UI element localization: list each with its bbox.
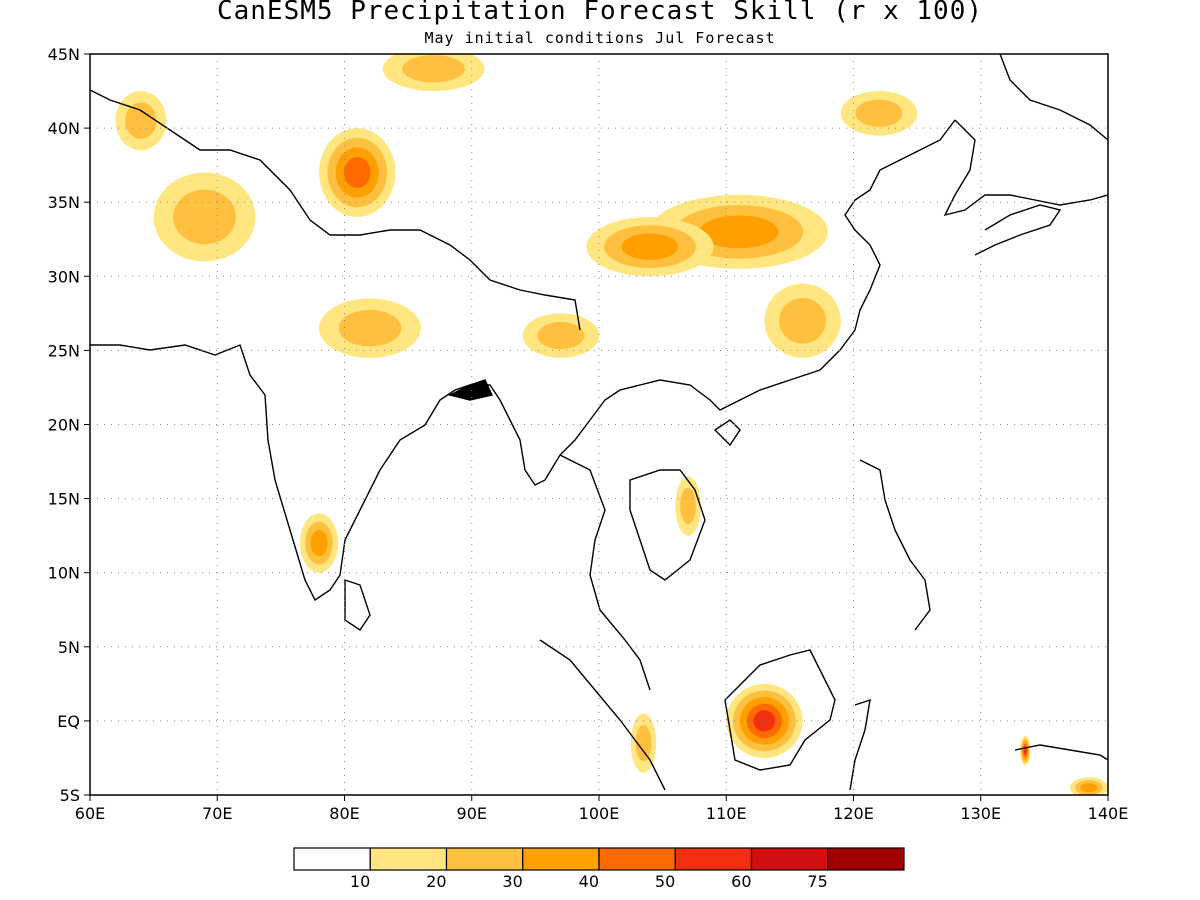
legend-label: 40 <box>579 872 599 891</box>
lat-tick-label: 45N <box>48 45 80 64</box>
skill-region <box>621 233 679 260</box>
lat-tick-label: 40N <box>48 119 80 138</box>
lon-tick-label: 60E <box>75 804 105 823</box>
skill-region <box>125 102 157 139</box>
lon-tick-label: 110E <box>706 804 747 823</box>
skill-region <box>753 710 776 732</box>
legend-label: 75 <box>807 872 827 891</box>
lon-tick-label: 80E <box>329 804 359 823</box>
lat-tick-label: 35N <box>48 193 80 212</box>
lon-tick-label: 90E <box>457 804 487 823</box>
legend-label: 50 <box>655 872 675 891</box>
lat-tick-label: 25N <box>48 341 80 360</box>
latitude-labels: 45N 40N 35N 30N 25N 20N 15N 10N 5N EQ 5S <box>48 45 90 805</box>
lat-tick-label: 5S <box>60 786 80 805</box>
skill-region <box>338 309 402 347</box>
legend-swatch <box>827 847 905 871</box>
legend-swatch <box>522 847 600 871</box>
skill-region <box>855 99 903 127</box>
skill-region <box>1080 782 1098 793</box>
lat-tick-label: 5N <box>58 638 80 657</box>
skill-shading <box>115 54 1108 795</box>
skill-region <box>699 215 779 249</box>
lat-tick-label: 10N <box>48 564 80 583</box>
skill-region <box>343 157 371 189</box>
legend-swatch <box>750 847 829 871</box>
map-title: CanESM5 Precipitation Forecast Skill (r … <box>216 0 984 26</box>
lat-tick-label: EQ <box>57 712 80 731</box>
legend-label: 30 <box>502 872 522 891</box>
legend-swatch <box>445 847 524 871</box>
lat-tick-label: 15N <box>48 490 80 509</box>
lon-tick-label: 100E <box>579 804 620 823</box>
graticule <box>90 54 1108 795</box>
map-subtitle: May initial conditions Jul Forecast <box>424 29 776 47</box>
lat-tick-label: 30N <box>48 267 80 286</box>
color-legend: 10 20 30 40 50 60 75 <box>293 847 905 891</box>
skill-region <box>173 189 236 245</box>
legend-swatch <box>293 847 371 871</box>
legend-swatch <box>598 847 676 871</box>
skill-region <box>680 487 696 525</box>
skill-region <box>635 724 652 762</box>
lon-tick-label: 120E <box>833 804 874 823</box>
lon-tick-label: 140E <box>1088 804 1129 823</box>
legend-label: 20 <box>426 872 446 891</box>
lon-tick-label: 130E <box>960 804 1001 823</box>
skill-region <box>402 55 465 83</box>
skill-region <box>779 297 827 344</box>
legend-label: 60 <box>731 872 751 891</box>
skill-region <box>310 529 328 557</box>
map-frame <box>89 53 1109 796</box>
longitude-labels: 60E 70E 80E 90E 100E 110E 120E 130E 140E <box>75 795 1129 823</box>
skill-region <box>537 321 585 350</box>
coastlines-borders <box>90 54 1108 791</box>
legend-swatch <box>674 847 753 871</box>
lat-tick-label: 20N <box>48 416 80 435</box>
legend-swatch <box>369 847 448 871</box>
lon-tick-label: 70E <box>202 804 232 823</box>
legend-label: 10 <box>350 872 370 891</box>
